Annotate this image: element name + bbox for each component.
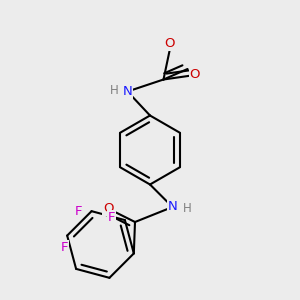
- Text: H: H: [182, 202, 191, 215]
- Text: H: H: [110, 83, 118, 97]
- Text: N: N: [123, 85, 132, 98]
- Text: F: F: [74, 205, 82, 218]
- Text: F: F: [60, 241, 68, 254]
- Text: N: N: [168, 200, 177, 214]
- Text: F: F: [108, 211, 115, 224]
- Text: O: O: [190, 68, 200, 82]
- Text: O: O: [103, 202, 113, 215]
- Text: O: O: [164, 37, 175, 50]
